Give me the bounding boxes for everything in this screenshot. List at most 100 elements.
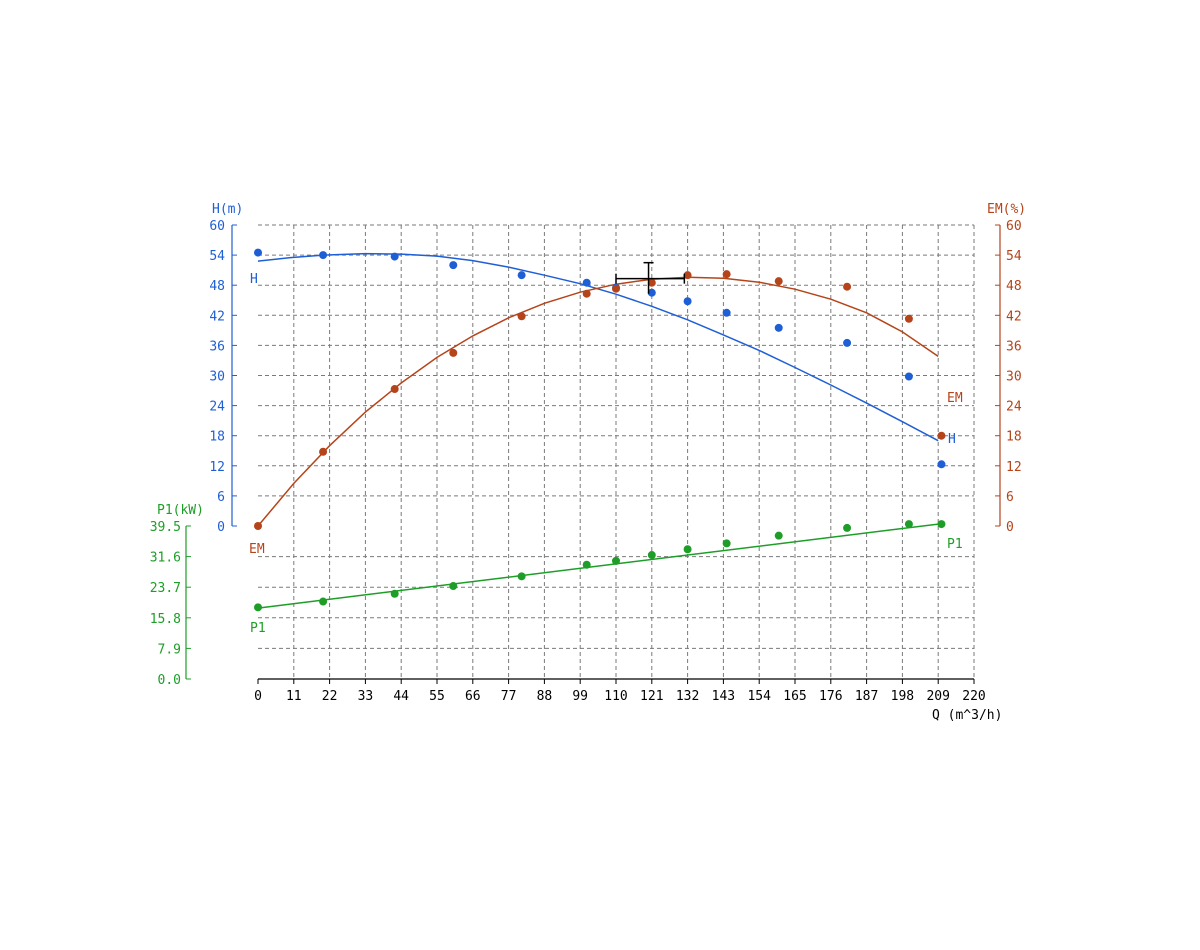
em-curve xyxy=(257,276,939,527)
em-point xyxy=(390,385,399,394)
h-point xyxy=(904,372,913,381)
em-tick-label: 6 xyxy=(1006,490,1014,505)
x-tick-label: 88 xyxy=(537,689,553,704)
x-tick-label: 132 xyxy=(676,689,699,704)
grid xyxy=(258,224,975,679)
x-tick-label: 33 xyxy=(358,689,374,704)
h-tick-label: 60 xyxy=(209,219,225,234)
em-tick-label: 18 xyxy=(1006,430,1022,445)
p1-curve xyxy=(257,523,939,609)
x-tick-label: 66 xyxy=(465,689,481,704)
h-point xyxy=(683,297,692,306)
x-tick-label: 209 xyxy=(926,689,949,704)
p1-point xyxy=(319,597,328,606)
p1-point xyxy=(517,572,526,581)
h-tick-label: 30 xyxy=(209,370,225,385)
h-point xyxy=(843,338,852,347)
x-tick-label: 176 xyxy=(819,689,842,704)
h-tick-label: 12 xyxy=(209,460,225,475)
h-point xyxy=(390,252,399,261)
h-tick-label: 6 xyxy=(217,490,225,505)
x-tick-label: 154 xyxy=(747,689,771,704)
p1-tick-label: 7.9 xyxy=(158,642,181,657)
em-point xyxy=(683,271,692,280)
p1-start-label: P1 xyxy=(250,621,266,636)
x-tick-label: 11 xyxy=(286,689,302,704)
x-tick-label: 110 xyxy=(604,689,627,704)
em-point xyxy=(612,284,620,293)
em-point xyxy=(449,348,458,357)
p1-end-label: P1 xyxy=(947,537,963,552)
x-tick-label: 121 xyxy=(640,689,663,704)
h-start-label: H xyxy=(250,272,258,287)
em-tick-label: 36 xyxy=(1006,339,1022,354)
x-tick-label: 198 xyxy=(891,689,914,704)
p1-tick-label: 39.5 xyxy=(150,520,181,535)
em-point xyxy=(722,270,731,279)
em-tick-label: 24 xyxy=(1006,400,1022,415)
p1-tick-label: 31.6 xyxy=(150,551,181,566)
p1-point xyxy=(390,589,399,598)
x-tick-label: 143 xyxy=(712,689,735,704)
h-point xyxy=(774,323,783,332)
h-axis-title: H(m) xyxy=(212,202,243,217)
p1-point xyxy=(774,531,783,540)
em-point xyxy=(843,282,852,291)
h-point xyxy=(254,248,262,257)
h-tick-label: 36 xyxy=(209,339,225,354)
x-tick-label: 165 xyxy=(783,689,806,704)
em-point xyxy=(904,314,913,323)
em-end-label: EM xyxy=(947,391,963,406)
em-tick-label: 30 xyxy=(1006,370,1022,385)
em-point xyxy=(937,431,946,440)
x-tick-label: 187 xyxy=(855,689,878,704)
h-tick-label: 24 xyxy=(209,400,225,415)
em-point xyxy=(319,447,328,456)
h-curve xyxy=(257,252,939,442)
em-point xyxy=(517,312,526,321)
x-tick-label: 22 xyxy=(322,689,338,704)
h-point xyxy=(319,251,328,260)
em-axis-title: EM(%) xyxy=(987,202,1026,217)
h-end-label: H xyxy=(948,432,956,447)
h-tick-label: 18 xyxy=(209,430,225,445)
h-point xyxy=(722,308,731,317)
p1-tick-label: 0.0 xyxy=(158,673,181,688)
axes: 0 11 22 33 44 55 66 77 88 99 110 121 132 143 154 165 176… xyxy=(150,202,1026,723)
p1-point xyxy=(904,520,913,529)
em-tick-label: 48 xyxy=(1006,279,1022,294)
p1-point xyxy=(843,523,852,532)
em-start-label: EM xyxy=(249,542,265,557)
x-tick-label: 77 xyxy=(501,689,517,704)
h-tick-label: 42 xyxy=(209,309,225,324)
h-point xyxy=(647,288,656,297)
h-point xyxy=(449,261,458,270)
p1-point xyxy=(722,539,731,548)
p1-axis-title: P1(kW) xyxy=(157,503,204,518)
h-point xyxy=(582,278,591,287)
p1-point xyxy=(647,551,656,560)
h-point xyxy=(517,271,526,280)
data-points xyxy=(254,248,946,612)
x-tick-label: 44 xyxy=(393,689,409,704)
h-point xyxy=(937,460,946,469)
em-tick-label: 0 xyxy=(1006,520,1014,535)
em-point xyxy=(254,522,262,530)
labels: H H EM EM P1 P1 xyxy=(249,261,963,636)
x-axis-title: Q (m^3/h) xyxy=(932,708,1002,723)
p1-point xyxy=(683,545,692,554)
x-tick-label: 0 xyxy=(254,689,262,704)
em-point xyxy=(582,289,591,298)
p1-tick-label: 15.8 xyxy=(150,612,181,627)
em-tick-label: 42 xyxy=(1006,309,1022,324)
p1-point xyxy=(449,582,458,591)
em-tick-label: 60 xyxy=(1006,219,1022,234)
h-tick-label: 0 xyxy=(217,520,225,535)
h-tick-label: 54 xyxy=(209,249,225,264)
p1-point xyxy=(582,560,591,569)
curves xyxy=(257,252,939,609)
p1-tick-label: 23.7 xyxy=(150,581,181,596)
h-tick-label: 48 xyxy=(209,279,225,294)
p1-point xyxy=(254,603,262,612)
